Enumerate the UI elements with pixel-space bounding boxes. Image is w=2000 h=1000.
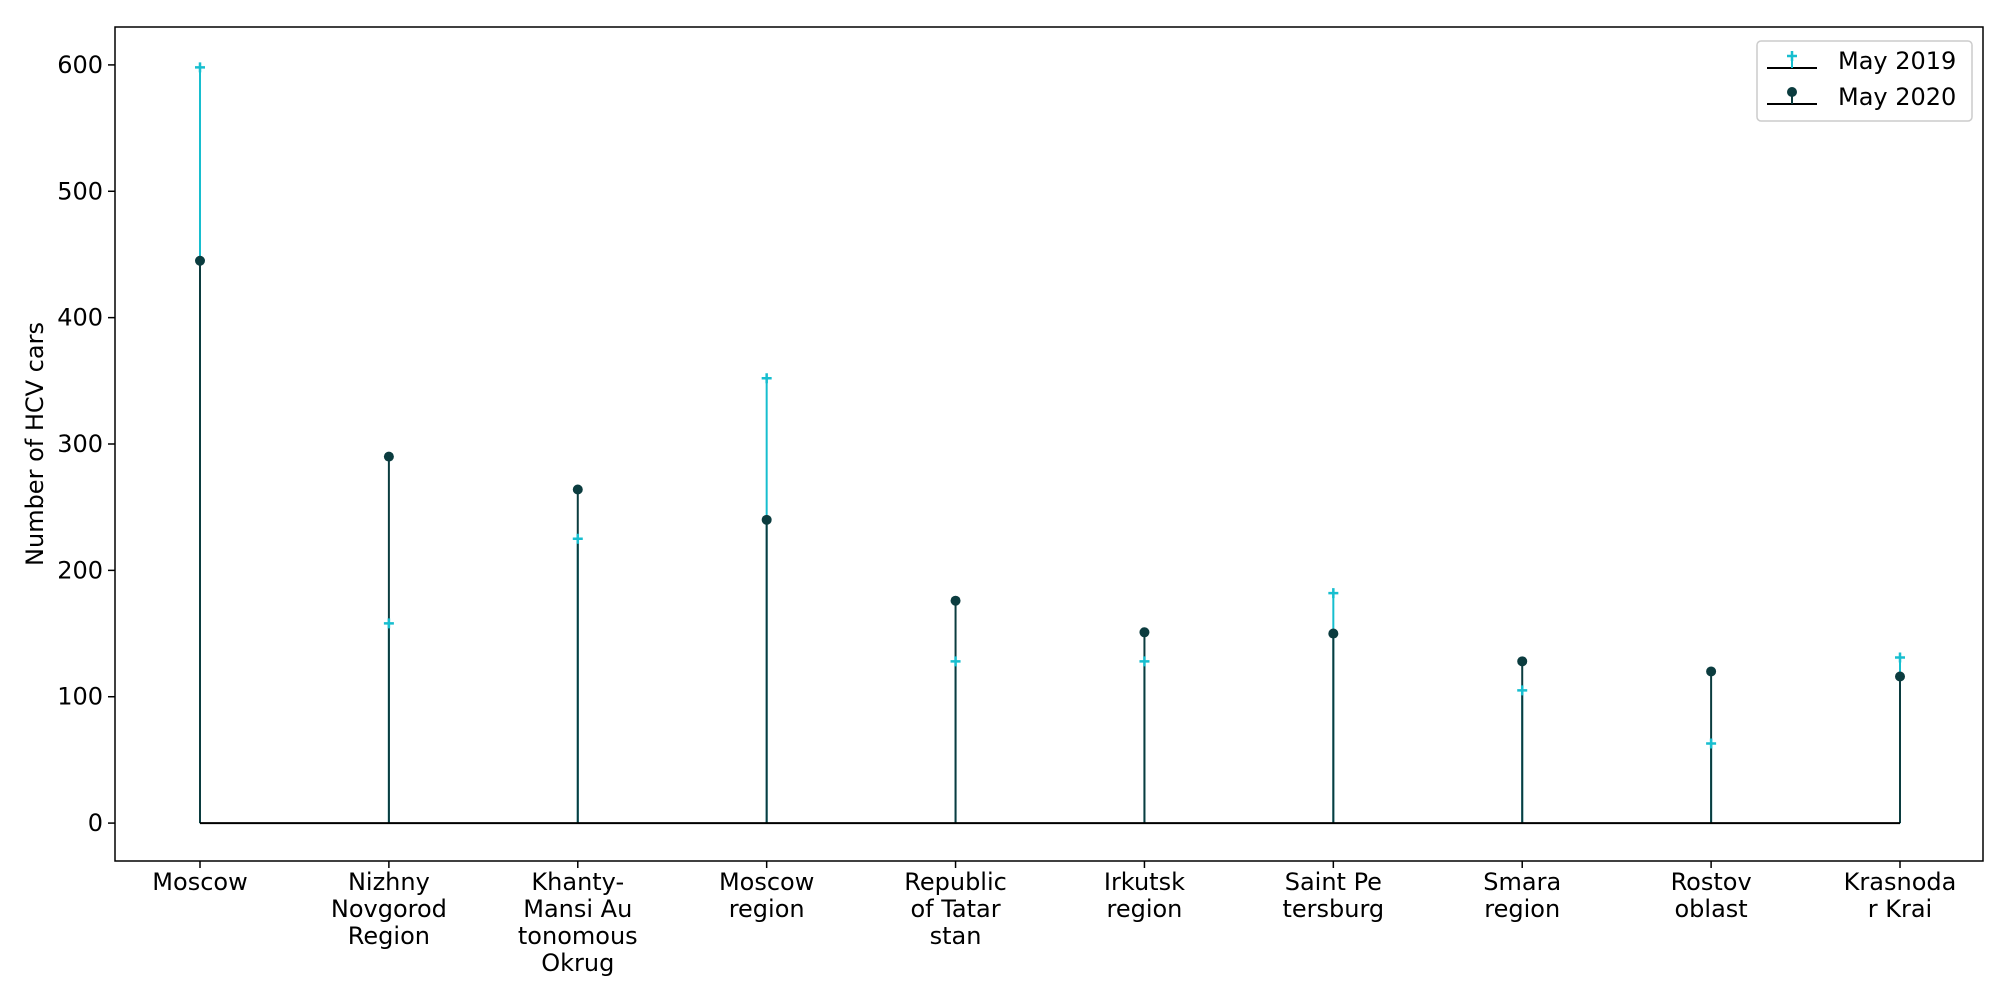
x-tick-label: Mansi Au <box>523 895 632 923</box>
x-tick-label: r Krai <box>1868 895 1932 923</box>
y-tick-label: 0 <box>88 809 103 837</box>
marker-2020-3 <box>761 514 772 525</box>
marker-2019-0 <box>195 62 205 73</box>
marker-2020-7 <box>1517 656 1528 667</box>
marker-2020-8 <box>1706 666 1717 677</box>
marker-2020-2 <box>572 484 583 495</box>
marker-2020-0 <box>195 255 205 266</box>
x-tick-label: Republic <box>904 868 1007 896</box>
marker-2019-7 <box>1517 685 1528 696</box>
y-tick-label: 100 <box>57 683 103 711</box>
y-tick-label: 200 <box>57 556 103 584</box>
x-tick-label: Moscow <box>719 868 814 896</box>
marker-2020-5 <box>1139 627 1150 638</box>
marker-2020-6 <box>1328 628 1339 639</box>
x-tick-label: tersburg <box>1282 895 1384 923</box>
marker-2019-3 <box>761 373 772 384</box>
plot-frame <box>114 26 1984 862</box>
x-tick-label: Moscow <box>152 868 247 896</box>
x-tick-label: Khanty- <box>531 868 624 896</box>
marker-2019-8 <box>1706 738 1717 749</box>
x-tick-label: Okrug <box>541 949 614 977</box>
x-tick-label: of Tatar <box>910 895 1000 923</box>
x-tick-label: oblast <box>1675 895 1748 923</box>
y-tick-label: 500 <box>57 177 103 205</box>
plot-area <box>195 62 1905 825</box>
x-tick-label: Krasnoda <box>1844 868 1957 896</box>
marker-2020-1 <box>383 451 394 462</box>
legend-label: May 2019 <box>1838 47 1956 75</box>
marker-2020-9 <box>1895 671 1905 682</box>
x-tick-label: Irkutsk <box>1104 868 1185 896</box>
x-tick-label: Saint Pe <box>1285 868 1382 896</box>
y-tick-label: 300 <box>57 430 103 458</box>
x-tick-label: Nizhny <box>348 868 430 896</box>
legend: May 2019 May 2020 <box>1756 40 1973 122</box>
y-tick-label: 600 <box>57 51 103 79</box>
y-axis-label: Number of HCV cars <box>21 322 49 566</box>
x-tick-label: tonomous <box>518 922 638 950</box>
marker-2019-6 <box>1328 588 1339 599</box>
marker-2019-2 <box>572 533 583 544</box>
marker-2019-9 <box>1895 652 1905 663</box>
legend-marker-1 <box>1787 87 1797 97</box>
legend-label: May 2020 <box>1838 83 1956 111</box>
marker-2019-4 <box>950 656 961 667</box>
x-tick-label: region <box>1484 895 1560 923</box>
x-tick-label: Novgorod <box>331 895 447 923</box>
x-tick-label: Region <box>348 922 430 950</box>
x-tick-label: stan <box>930 922 982 950</box>
x-tick-label: Rostov <box>1671 868 1752 896</box>
legend-box <box>1756 40 1973 122</box>
marker-2019-5 <box>1139 656 1150 667</box>
x-tick-label: Smara <box>1483 868 1561 896</box>
x-tick-label: region <box>1106 895 1182 923</box>
x-tick-label: region <box>729 895 805 923</box>
marker-2020-4 <box>950 595 961 606</box>
y-axis: 0 100 200 300 400 500 600 <box>57 51 115 837</box>
y-tick-label: 400 <box>57 304 103 332</box>
legend-marker-0 <box>1787 51 1797 61</box>
marker-2019-1 <box>383 618 394 629</box>
